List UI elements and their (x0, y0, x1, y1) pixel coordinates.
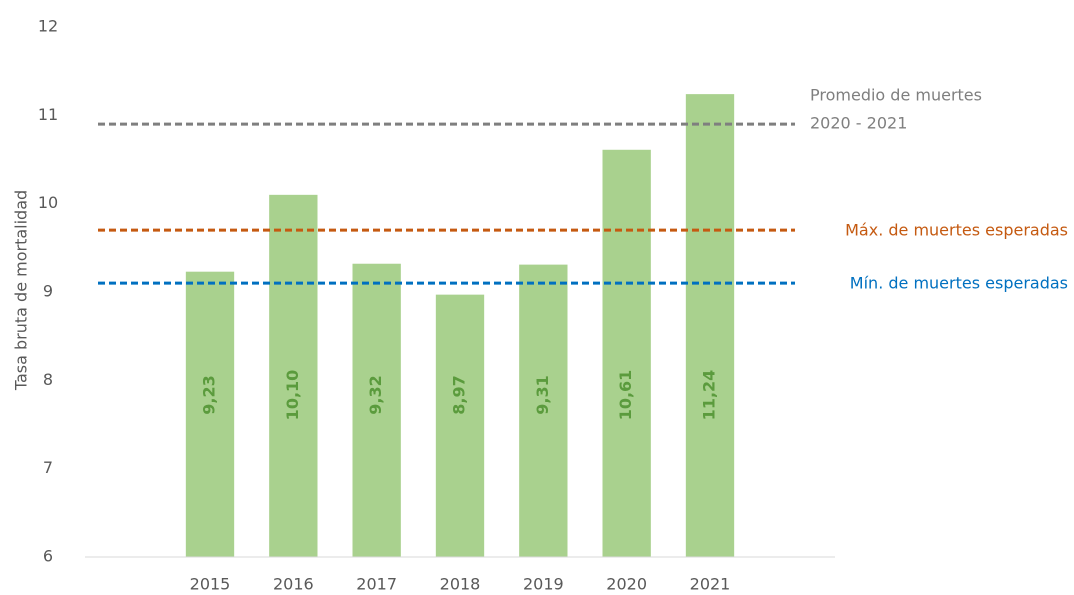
data-label: 10,61 (616, 370, 635, 421)
y-tick-label: 12 (38, 17, 58, 36)
y-tick-label: 7 (43, 458, 53, 477)
y-tick-label: 8 (43, 370, 53, 389)
y-tick-label: 11 (38, 105, 58, 124)
reference-label: Mín. de muertes esperadas (850, 274, 1068, 293)
bar (685, 94, 735, 557)
bar (435, 294, 485, 557)
bar (352, 263, 401, 557)
bar (602, 149, 651, 558)
reference-label: 2020 - 2021 (810, 114, 907, 133)
data-label: 11,24 (700, 370, 719, 421)
data-label: 9,23 (200, 375, 219, 414)
bar (519, 264, 568, 557)
x-tick-label: 2015 (190, 575, 231, 594)
x-tick-label: 2020 (606, 575, 647, 594)
x-tick-label: 2018 (440, 575, 481, 594)
y-tick-label: 10 (38, 193, 58, 212)
bar (185, 271, 235, 557)
y-axis-label: Tasa bruta de mortalidad (12, 190, 31, 391)
reference-label: Máx. de muertes esperadas (845, 221, 1068, 240)
x-tick-label: 2021 (690, 575, 731, 594)
y-tick-label: 6 (43, 547, 53, 566)
data-label: 9,31 (533, 375, 552, 414)
x-tick-label: 2016 (273, 575, 314, 594)
data-label: 10,10 (283, 370, 302, 421)
data-label: 8,97 (450, 375, 469, 414)
bar (269, 194, 318, 558)
y-tick-label: 9 (43, 282, 53, 301)
reference-label: Promedio de muertes (810, 86, 982, 105)
data-label: 9,32 (366, 375, 385, 414)
x-tick-label: 2017 (356, 575, 397, 594)
x-tick-label: 2019 (523, 575, 564, 594)
